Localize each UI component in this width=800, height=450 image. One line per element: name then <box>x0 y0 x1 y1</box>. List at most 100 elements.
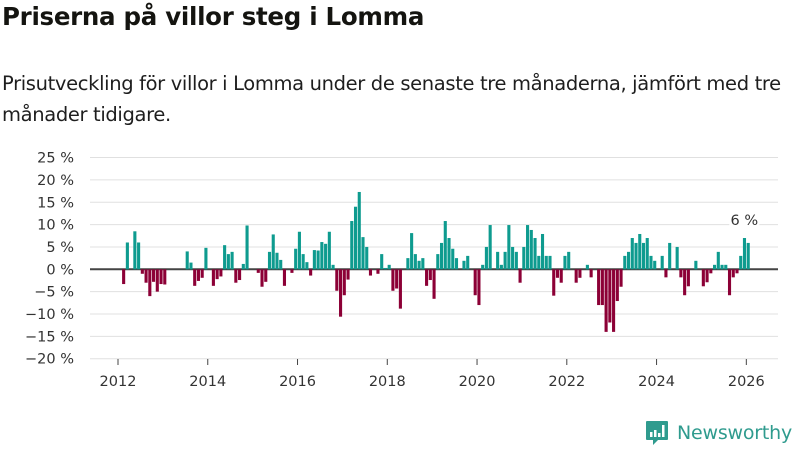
bar <box>140 269 144 274</box>
bar <box>279 259 283 270</box>
brand-name: Newsworthy <box>677 422 793 444</box>
bar <box>316 250 320 270</box>
bar <box>148 269 152 297</box>
bar <box>417 260 421 270</box>
bar <box>522 246 526 270</box>
bar <box>612 269 616 332</box>
bar <box>163 269 167 285</box>
bar <box>383 267 387 270</box>
bar <box>641 242 646 270</box>
last-value-label: 6 % <box>731 213 759 229</box>
bar <box>335 269 339 291</box>
bar <box>234 269 238 283</box>
bar <box>200 269 204 278</box>
bar <box>503 251 507 270</box>
bar <box>645 238 649 270</box>
bar <box>159 269 163 285</box>
bar <box>537 255 541 270</box>
bar <box>496 251 500 270</box>
bar <box>320 242 324 270</box>
bar <box>432 269 436 299</box>
x-tick-label: 2018 <box>369 374 406 390</box>
gridlines <box>90 157 778 360</box>
bar <box>185 251 189 270</box>
bar <box>660 255 664 270</box>
bar <box>731 269 735 278</box>
y-tick-label: −10 % <box>25 307 74 323</box>
bar <box>368 269 373 276</box>
bar <box>462 260 466 270</box>
bar <box>193 269 197 286</box>
bar <box>380 254 384 270</box>
annotation-background <box>729 211 760 229</box>
bar <box>499 264 503 270</box>
bar <box>507 225 511 270</box>
bar <box>428 269 432 281</box>
bar <box>727 269 732 296</box>
bar <box>230 251 234 270</box>
bar <box>241 263 245 270</box>
bar <box>540 233 545 270</box>
bar <box>238 269 242 281</box>
bar <box>290 269 294 273</box>
bar <box>548 255 552 270</box>
bar <box>305 262 309 270</box>
bar <box>350 221 354 270</box>
x-tick-label: 2016 <box>279 374 316 390</box>
bar <box>196 269 200 281</box>
bar <box>309 269 313 276</box>
bar <box>264 269 268 282</box>
y-tick-label: −15 % <box>25 329 74 345</box>
bar <box>342 269 346 296</box>
bar <box>567 251 571 270</box>
bar <box>653 260 657 270</box>
y-tick-label: 15 % <box>37 195 74 211</box>
bar <box>724 264 728 270</box>
bar <box>271 234 275 270</box>
x-axis: 2012 2014 2016 2018 2020 2022 2024 2026 <box>100 359 765 390</box>
bar <box>447 238 451 270</box>
bar <box>701 269 705 287</box>
bar <box>451 248 455 270</box>
newsworthy-logo: Newsworthy <box>645 420 792 446</box>
bar-chart-speech-bubble-icon <box>646 421 668 445</box>
bar <box>713 264 717 270</box>
bar <box>387 264 391 270</box>
bar <box>324 243 328 270</box>
bar <box>634 242 638 270</box>
bar <box>245 225 249 270</box>
bar <box>746 242 750 270</box>
bar <box>664 269 668 278</box>
bar <box>552 269 556 296</box>
bar <box>204 247 208 270</box>
bar <box>686 269 690 287</box>
bar-chart: 25 % 20 % 15 % 10 % 5 % 0 % −5 % −10 % −15 % −20 … <box>25 151 778 390</box>
bar <box>533 238 537 270</box>
bar <box>514 251 518 270</box>
bar <box>410 233 414 270</box>
bar <box>615 269 619 302</box>
bar <box>361 237 365 270</box>
bar <box>720 264 724 270</box>
bar <box>638 233 642 270</box>
bar <box>488 225 492 270</box>
x-tick-label: 2012 <box>100 374 137 390</box>
bar <box>604 269 608 332</box>
bar <box>608 269 612 323</box>
y-tick-label: 0 % <box>46 262 74 278</box>
bar <box>376 269 380 274</box>
bar <box>297 231 301 270</box>
bar <box>716 251 720 270</box>
y-axis: 25 % 20 % 15 % 10 % 5 % 0 % −5 % −10 % −15 % −20 … <box>25 151 74 368</box>
bar <box>597 269 601 306</box>
bar <box>339 269 343 317</box>
bar <box>439 242 444 270</box>
bar <box>518 269 522 283</box>
bar <box>275 252 279 270</box>
bar <box>219 269 223 277</box>
chart-subtitle: Prisutveckling för villor i Lomma under … <box>2 72 781 126</box>
bar <box>526 225 530 270</box>
bar <box>226 254 230 270</box>
bar <box>600 269 604 306</box>
y-tick-label: −20 % <box>25 352 74 368</box>
